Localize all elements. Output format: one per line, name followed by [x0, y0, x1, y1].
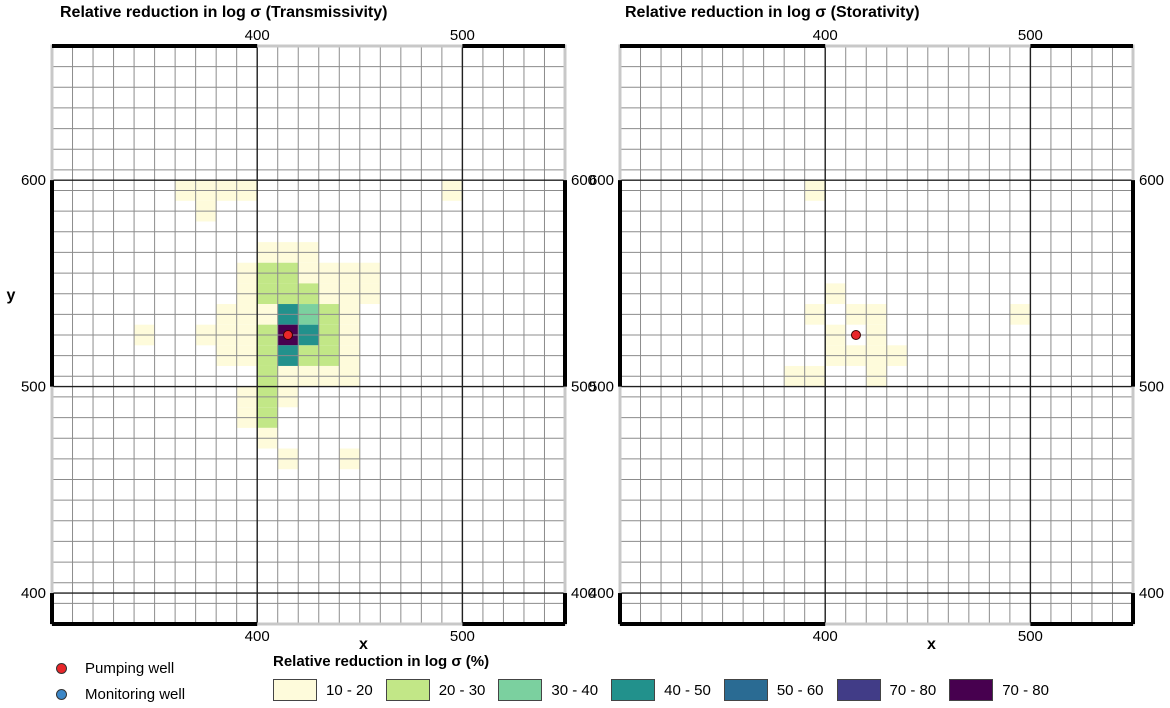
- pumping-well-marker: [282, 330, 293, 340]
- y-tick-label-right: 600: [1139, 172, 1164, 189]
- pumping-well-marker-icon: [56, 662, 67, 674]
- x-tick-label-bottom: 500: [450, 628, 475, 645]
- legend-bin-label: 30 - 40: [551, 681, 599, 699]
- legend-bin-label: 40 - 50: [664, 681, 711, 699]
- legend-bin: 10 - 20: [273, 679, 373, 701]
- legend-bin-label: 20 - 30: [438, 681, 486, 699]
- legend-swatch: [723, 679, 768, 701]
- legend-bin-label: 70 - 80: [1002, 681, 1049, 699]
- legend-pumping-well: Pumping well: [50, 655, 185, 681]
- legend-bin: 70 - 80: [949, 679, 1049, 701]
- legend-swatch: [836, 679, 881, 701]
- legend-bin: 50 - 60: [723, 679, 824, 701]
- legend-bin: 20 - 30: [385, 679, 486, 701]
- y-tick-label-right: 500: [571, 379, 596, 396]
- legend-monitoring-well: Monitoring well: [50, 681, 185, 707]
- legend-bin: 40 - 50: [611, 679, 711, 701]
- legend-swatch: [385, 679, 430, 701]
- plot-title-storativity: Relative reduction in log σ (Storativity…: [625, 4, 920, 21]
- y-tick-label-right: 500: [1139, 379, 1164, 396]
- legend-bin-label: 50 - 60: [776, 681, 824, 699]
- x-tick-label-bottom: 500: [1018, 628, 1043, 645]
- y-axis-label: y: [7, 287, 16, 304]
- legend-swatch: [273, 679, 317, 701]
- x-axis-label: x: [927, 636, 936, 653]
- y-tick-label-left: 500: [589, 379, 614, 396]
- y-tick-label-left: 600: [21, 172, 46, 189]
- legend-bin: 30 - 40: [498, 679, 598, 701]
- legend-swatch: [498, 679, 543, 701]
- x-tick-label-bottom: 400: [813, 628, 838, 645]
- y-tick-label-left: 400: [21, 585, 46, 602]
- x-tick-label-top: 400: [813, 27, 838, 44]
- pumping-well-marker: [850, 330, 861, 340]
- legend-title: Relative reduction in log σ (%): [273, 653, 490, 670]
- y-tick-label-right: 400: [571, 585, 596, 602]
- y-tick-label-right: 400: [1139, 585, 1164, 602]
- y-tick-label-left: 400: [589, 585, 614, 602]
- legend-bin: 70 - 80: [836, 679, 937, 701]
- plot-title-transmissivity: Relative reduction in log σ (Transmissiv…: [60, 4, 388, 21]
- legend-bin-label: 10 - 20: [326, 681, 373, 699]
- monitoring-well-marker-icon: [56, 688, 67, 700]
- x-tick-label-top: 500: [1018, 27, 1043, 44]
- x-tick-label-bottom: 400: [245, 628, 270, 645]
- legend-swatch: [611, 679, 656, 701]
- well-legend: Pumping well Monitoring well: [50, 655, 185, 707]
- y-tick-label-left: 500: [21, 379, 46, 396]
- x-tick-label-top: 400: [245, 27, 270, 44]
- legend-monitoring-well-label: Monitoring well: [85, 685, 186, 703]
- x-tick-label-top: 500: [450, 27, 475, 44]
- legend-swatch: [949, 679, 994, 701]
- legend-pumping-well-label: Pumping well: [85, 659, 175, 677]
- y-tick-label-left: 600: [589, 172, 614, 189]
- legend-bin-label: 70 - 80: [889, 681, 937, 699]
- y-tick-label-right: 600: [571, 172, 596, 189]
- color-legend: Relative reduction in log σ (%) 10 - 20 2…: [273, 652, 1062, 701]
- x-axis-label: x: [359, 636, 368, 653]
- legend-bins: 10 - 20 20 - 30 30 - 40 40 - 50 50 - 60 70 - …: [273, 679, 1062, 701]
